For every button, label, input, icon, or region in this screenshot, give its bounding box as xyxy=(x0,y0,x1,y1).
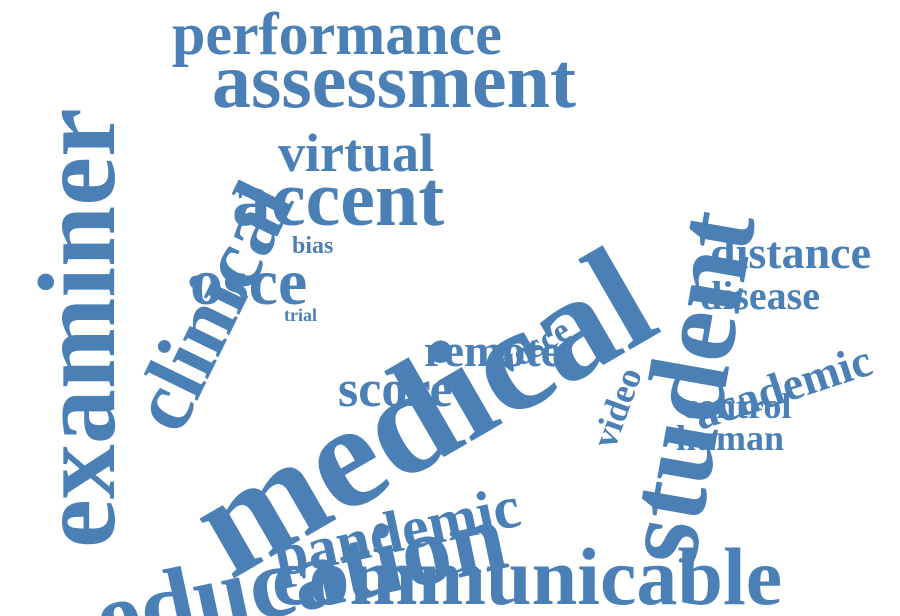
word-accent: accent xyxy=(232,155,445,242)
word-disease: disease xyxy=(700,273,820,318)
word-trial: trial xyxy=(284,305,317,325)
word-osce: osce xyxy=(190,246,308,319)
word-score: score xyxy=(338,361,453,418)
word-assessment: assessment xyxy=(212,37,576,124)
word-human: human xyxy=(676,418,785,458)
word-communicable: communicable xyxy=(272,531,783,616)
word-remote: remote xyxy=(424,325,562,376)
word-control: control xyxy=(682,386,792,426)
word-bias: bias xyxy=(292,233,334,259)
word-distance: distance xyxy=(710,227,871,278)
word-performance: performance xyxy=(172,1,502,67)
word-virtual: virtual xyxy=(278,123,434,183)
word-examiner: examiner xyxy=(16,108,138,548)
